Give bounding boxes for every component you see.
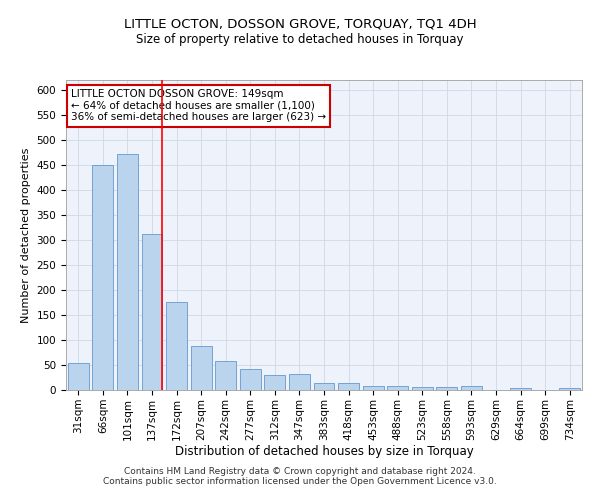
Bar [240,369,261,390]
Bar [362,386,383,390]
Text: LITTLE OCTON, DOSSON GROVE, TORQUAY, TQ1 4DH: LITTLE OCTON, DOSSON GROVE, TORQUAY, TQ1… [124,18,476,30]
Bar [289,374,310,390]
Text: Contains public sector information licensed under the Open Government Licence v3: Contains public sector information licen… [103,477,497,486]
Bar [215,361,236,390]
Text: LITTLE OCTON DOSSON GROVE: 149sqm
← 64% of detached houses are smaller (1,100)
3: LITTLE OCTON DOSSON GROVE: 149sqm ← 64% … [71,90,326,122]
Y-axis label: Number of detached properties: Number of detached properties [21,148,31,322]
Bar [314,383,334,390]
Bar [436,387,457,390]
Bar [117,154,138,390]
Bar [68,362,89,390]
Bar [387,386,408,390]
Bar [559,388,580,390]
Text: Contains HM Land Registry data © Crown copyright and database right 2024.: Contains HM Land Registry data © Crown c… [124,467,476,476]
Bar [461,386,482,390]
Bar [338,383,359,390]
Bar [265,375,286,390]
Bar [92,165,113,390]
Bar [191,346,212,390]
Bar [412,387,433,390]
Text: Size of property relative to detached houses in Torquay: Size of property relative to detached ho… [136,32,464,46]
Bar [166,302,187,390]
Bar [142,234,163,390]
X-axis label: Distribution of detached houses by size in Torquay: Distribution of detached houses by size … [175,446,473,458]
Bar [510,388,531,390]
